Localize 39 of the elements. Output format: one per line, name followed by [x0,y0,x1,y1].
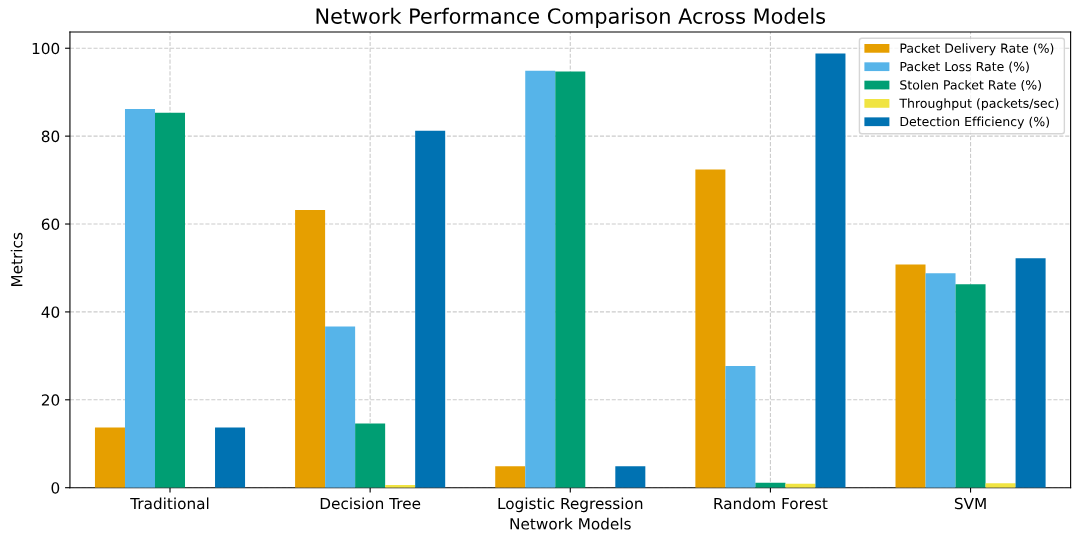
bar [1015,258,1046,488]
y-tick-label: 100 [32,42,60,55]
bar [985,483,1016,488]
bar [124,108,155,488]
y-tick-label: 60 [41,218,60,231]
bar [815,53,846,488]
bar [295,209,326,488]
x-tick-label: Random Forest [714,497,828,510]
bar [525,70,556,488]
bar [415,130,446,488]
legend-label: Throughput (packets/sec) [899,98,1059,111]
bar [94,427,125,488]
bar [615,466,646,488]
chart-title: Network Performance Comparison Across Models [316,7,826,28]
legend-label: Packet Loss Rate (%) [900,61,1029,73]
bar [495,466,526,488]
x-tick-label: Logistic Regression [498,497,643,513]
x-tick-label: SVM [954,497,986,510]
bar [355,423,386,488]
legend-label: Detection Efficiency (%) [900,116,1050,129]
y-tick-label: 0 [51,482,60,494]
x-tick-label: Traditional [130,497,209,510]
y-tick-label: 80 [41,130,60,143]
y-axis-title: Metrics [10,232,23,287]
bar [695,169,726,488]
bar [555,71,586,488]
bar [895,264,926,488]
y-tick-label: 20 [41,394,60,406]
x-tick-label: Decision Tree [320,497,421,510]
x-axis-title: Network Models [510,517,631,530]
bar [325,326,356,488]
bar [955,284,986,488]
bar [925,273,956,488]
bar [215,427,246,488]
bar [155,112,186,488]
y-tick-label: 40 [41,306,60,318]
legend-label: Packet Delivery Rate (%) [900,43,1054,56]
legend-label: Stolen Packet Rate (%) [900,79,1041,92]
bar [725,365,756,488]
